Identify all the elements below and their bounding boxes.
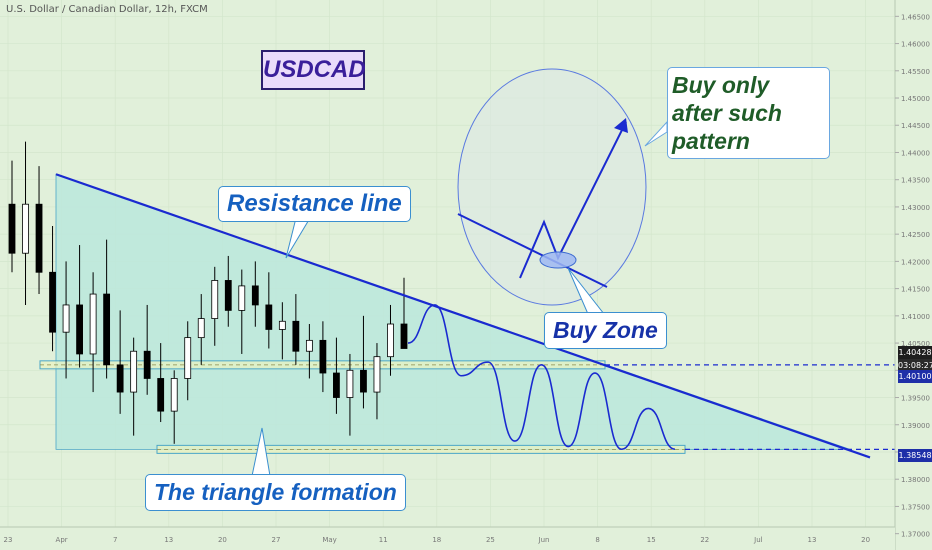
buy-zone-text: Buy Zone (553, 317, 658, 343)
candle-body (400, 323, 408, 349)
pattern-arrowhead (614, 118, 628, 133)
x-tick-label: Jul (753, 536, 763, 544)
candle-body (292, 320, 300, 352)
candle-body (373, 356, 381, 393)
candles (8, 141, 408, 444)
resistance-callout: Resistance line (218, 186, 411, 222)
support-upper-price: 1.40100 (898, 372, 932, 381)
y-tick-label: 1.45500 (901, 68, 930, 76)
y-tick-label: 1.46500 (901, 13, 930, 21)
candle-body (224, 280, 232, 311)
resistance-text: Resistance line (227, 190, 402, 217)
candle-body (184, 337, 192, 379)
candle-body (333, 372, 340, 398)
candle-body (346, 369, 354, 398)
y-tick-label: 1.39000 (901, 422, 930, 430)
y-tick-label: 1.46000 (901, 41, 930, 49)
candle-body (251, 285, 259, 306)
pattern-bubble (457, 68, 647, 306)
countdown-badge: 03:08:27 (898, 359, 932, 372)
x-axis-panel (0, 527, 895, 550)
y-tick-label: 1.41500 (901, 286, 930, 294)
candle-body (305, 339, 313, 352)
y-tick-label: 1.45000 (901, 95, 930, 103)
candle-body (387, 323, 394, 358)
projection-curve (407, 304, 676, 451)
candle-body (62, 304, 70, 333)
current-price: 1.40428 (898, 348, 932, 357)
candle-body (278, 320, 286, 330)
candle-body (170, 378, 178, 412)
y-axis-panel (895, 0, 932, 550)
resistance-pointer (285, 217, 311, 259)
y-tick-label: 1.43500 (901, 177, 930, 185)
y-tick-label: 1.43000 (901, 204, 930, 212)
buy-only-pointer (644, 120, 668, 147)
x-tick-label: 25 (486, 536, 495, 544)
resistance-line (55, 173, 871, 459)
y-tick-label: 1.37000 (901, 531, 930, 539)
candle-body (103, 293, 111, 366)
support-lower-badge: 1.38548 (898, 449, 932, 462)
x-tick-label: Jun (538, 536, 550, 544)
x-tick-label: 8 (595, 536, 599, 544)
y-tick-label: 1.44000 (901, 149, 930, 157)
candle-body (22, 203, 29, 254)
candle-body (238, 285, 246, 311)
y-tick-label: 1.42500 (901, 231, 930, 239)
support-lower-price: 1.38548 (898, 451, 932, 460)
y-tick-label: 1.40500 (901, 340, 930, 348)
triangle-callout: The triangle formation (145, 474, 406, 511)
x-tick-label: 11 (379, 536, 388, 544)
trend-lines (55, 173, 895, 459)
y-tick-label: 1.44500 (901, 122, 930, 130)
pattern-breakout (519, 121, 627, 279)
y-tick-label: 1.42000 (901, 258, 930, 266)
x-tick-label: 15 (647, 536, 656, 544)
chart-title: U.S. Dollar / Canadian Dollar, 12h, FXCM (6, 4, 208, 15)
x-tick-label: 22 (700, 536, 709, 544)
candle-body (49, 271, 56, 333)
x-tick-label: 13 (164, 536, 173, 544)
x-tick-label: 27 (272, 536, 281, 544)
x-tick-label: 20 (861, 536, 870, 544)
triangle-text: The triangle formation (154, 479, 397, 505)
symbol-label: USDCAD (261, 50, 366, 90)
candle-body (76, 304, 83, 355)
support-upper-badge: 1.40100 (898, 370, 932, 383)
candle-body (130, 350, 138, 393)
y-tick-label: 1.37500 (901, 503, 930, 511)
buy-only-text: Buy only after such pattern (672, 72, 782, 154)
x-tick-label: 13 (808, 536, 817, 544)
candle-body (143, 350, 151, 379)
x-tick-label: 20 (218, 536, 227, 544)
candle-body (116, 364, 124, 393)
countdown: 03:08:27 (898, 361, 932, 370)
x-tick-label: 7 (113, 536, 117, 544)
candle-body (89, 293, 97, 355)
y-tick-label: 1.41000 (901, 313, 930, 321)
x-tick-label: 23 (4, 536, 13, 544)
candle-body (265, 304, 273, 330)
candle-body (157, 378, 165, 412)
candle-body (197, 318, 205, 339)
pattern-buy-zone (539, 251, 577, 269)
current-price-badge: 1.40428 (898, 346, 932, 359)
pattern-illustration (251, 68, 668, 477)
buy-only-callout: Buy only after such pattern (667, 67, 830, 159)
projection-path (407, 304, 676, 451)
candle-body (211, 280, 219, 319)
candle-body (319, 339, 327, 374)
y-tick-label: 1.38000 (901, 476, 930, 484)
buy-zone-callout: Buy Zone (544, 312, 667, 349)
y-tick-label: 1.39500 (901, 395, 930, 403)
x-tick-label: 18 (432, 536, 441, 544)
candle-body (35, 203, 43, 273)
x-tick-label: May (322, 536, 336, 544)
x-tick-label: Apr (56, 536, 68, 544)
candle-body (8, 203, 16, 254)
candle-body (360, 369, 367, 393)
